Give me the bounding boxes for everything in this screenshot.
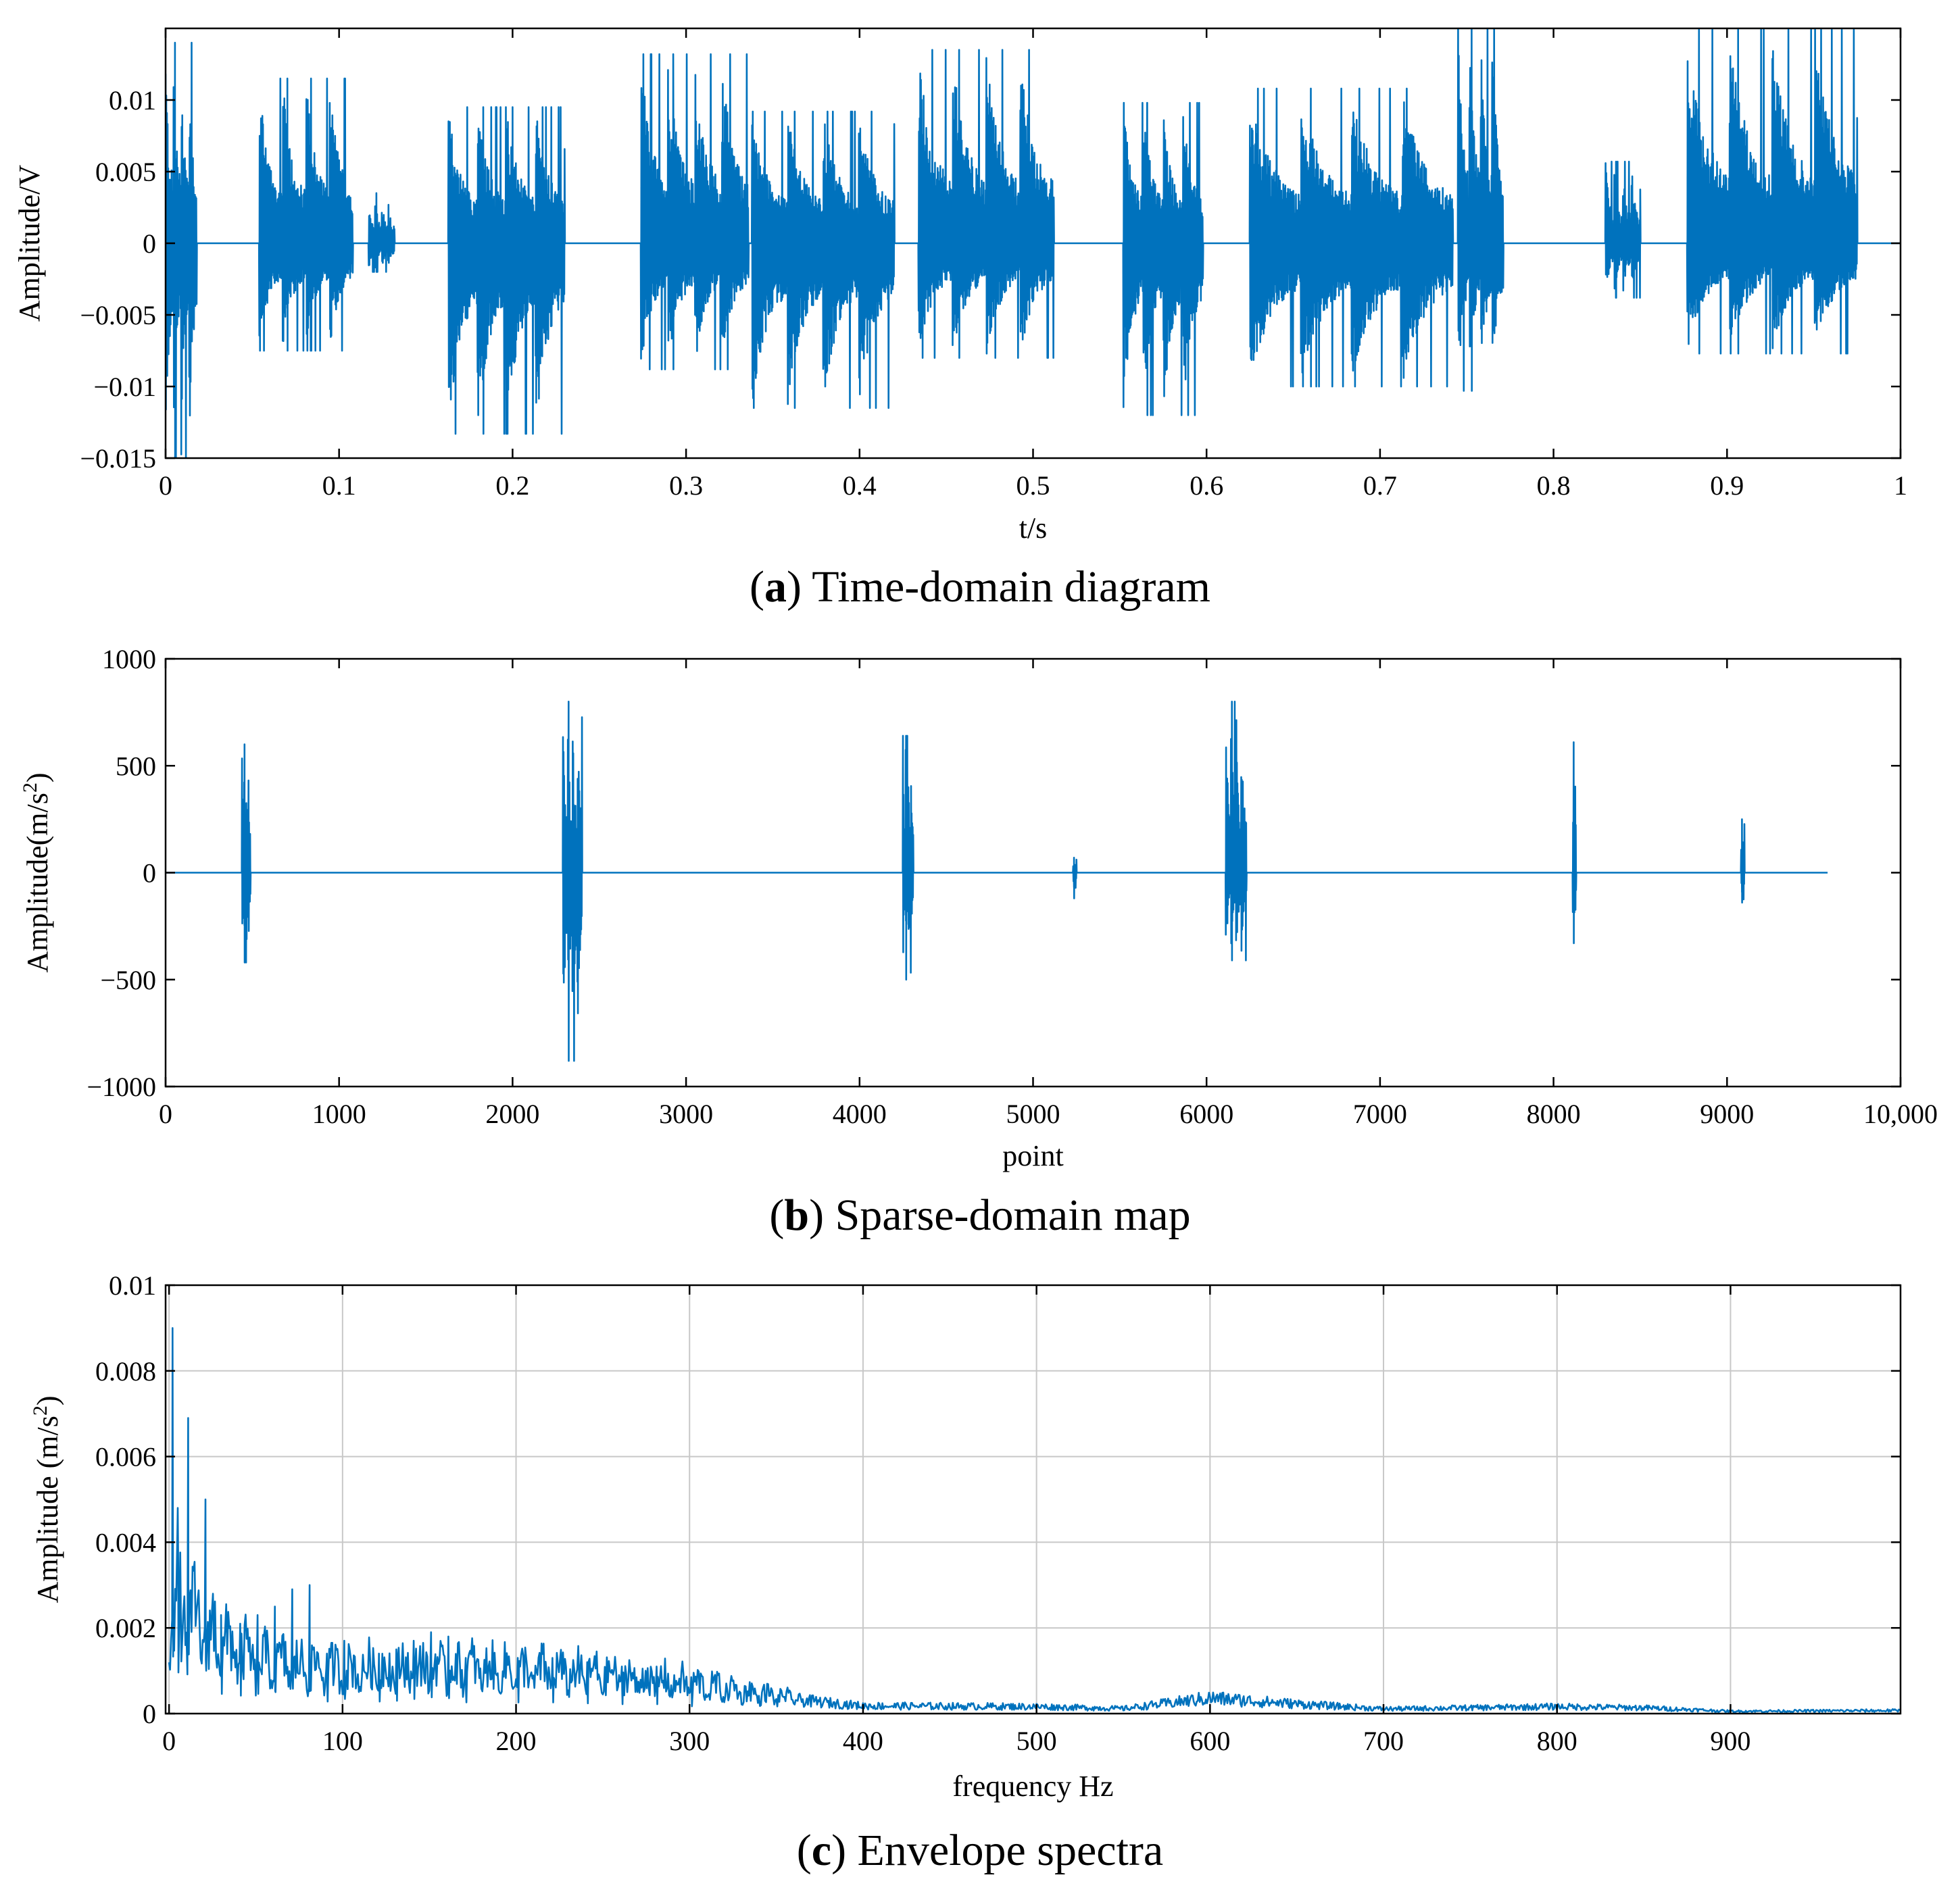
x-axis-label: point (1002, 1139, 1063, 1172)
panel-b-sparse-domain-chart: 0 1000 2000 3000 4000 5000 6000 7000 8000 9000 10,… (19, 644, 1938, 1240)
x-tick-label: 0.8 (1537, 470, 1571, 501)
x-tick-label: 9000 (1700, 1099, 1754, 1129)
x-tick-label: 300 (669, 1726, 710, 1756)
y-tick-label: 0 (143, 1699, 156, 1729)
series-line (166, 28, 1901, 458)
x-tick-label: 600 (1190, 1726, 1230, 1756)
x-tick-label: 6000 (1179, 1099, 1233, 1129)
series-line (166, 701, 1828, 1062)
x-tick-label: 200 (496, 1726, 537, 1756)
x-tick-label: 8000 (1527, 1099, 1581, 1129)
y-axis-label: Amplitude/V (13, 165, 46, 322)
y-tick-label: 0.01 (109, 85, 156, 116)
x-tick-label: 500 (1016, 1726, 1057, 1756)
x-tick-label: 0 (159, 1099, 172, 1129)
x-axis-label: frequency Hz (952, 1770, 1113, 1803)
y-tick-label: −500 (100, 965, 156, 995)
x-tick-label: 0.9 (1710, 470, 1744, 501)
x-tick-label: 1 (1894, 470, 1907, 501)
panel-a-time-domain-chart: 0 0.1 0.2 0.3 0.4 0.5 0.6 0.7 0.8 0.9 1 −0.015 −0.01… (13, 27, 1907, 612)
x-tick-label: 400 (843, 1726, 883, 1756)
x-tick-label: 7000 (1353, 1099, 1407, 1129)
y-tick-label: 0.002 (95, 1613, 156, 1643)
x-tick-label: 10,000 (1863, 1099, 1938, 1129)
y-tick-label: −0.015 (80, 443, 156, 474)
x-tick-label: 900 (1710, 1726, 1750, 1756)
x-tick-label: 100 (322, 1726, 363, 1756)
y-tick-label: 0.005 (95, 157, 156, 187)
y-tick-label: 0.006 (95, 1442, 156, 1472)
y-tick-label: 500 (116, 751, 156, 781)
x-tick-label: 0.6 (1190, 470, 1223, 501)
x-tick-label: 2000 (485, 1099, 539, 1129)
y-tick-label: 0.004 (95, 1527, 156, 1557)
x-tick-label: 0 (159, 470, 172, 501)
y-tick-label: 0.01 (109, 1270, 156, 1301)
y-tick-label: 0 (143, 228, 156, 259)
x-tick-label: 4000 (833, 1099, 887, 1129)
x-tick-label: 1000 (312, 1099, 366, 1129)
x-tick-label: 0.5 (1016, 470, 1050, 501)
y-axis-label: Amplitude(m/s2) (19, 772, 54, 972)
series-line (168, 1327, 1901, 1714)
y-axis-label: Amplitude (m/s2) (29, 1395, 64, 1603)
y-tick-label: 1000 (102, 644, 156, 674)
y-tick-label: −0.005 (80, 300, 156, 330)
y-tick-label: −0.01 (93, 372, 156, 402)
panel-caption: (b) Sparse-domain map (769, 1191, 1190, 1240)
y-tick-label: 0 (143, 858, 156, 889)
x-tick-label: 0.2 (495, 470, 529, 501)
x-tick-label: 0.7 (1363, 470, 1397, 501)
panel-c-envelope-spectrum-chart: 0 100 200 300 400 500 600 700 800 900 0 0.002 0.004 0… (29, 1270, 1902, 1875)
panel-caption: (c) Envelope spectra (797, 1826, 1163, 1875)
plot-frame (164, 1284, 1902, 1715)
x-axis-label: t/s (1019, 512, 1048, 545)
x-tick-label: 3000 (659, 1099, 713, 1129)
x-tick-label: 800 (1537, 1726, 1577, 1756)
x-tick-label: 0.1 (322, 470, 356, 501)
x-tick-label: 5000 (1006, 1099, 1060, 1129)
x-tick-label: 0.3 (669, 470, 703, 501)
y-tick-label: −1000 (87, 1072, 156, 1102)
x-tick-label: 0.4 (843, 470, 877, 501)
panel-caption: (a) Time-domain diagram (750, 562, 1210, 612)
y-tick-label: 0.008 (95, 1356, 156, 1387)
x-tick-label: 0 (162, 1726, 176, 1756)
x-tick-label: 700 (1363, 1726, 1404, 1756)
